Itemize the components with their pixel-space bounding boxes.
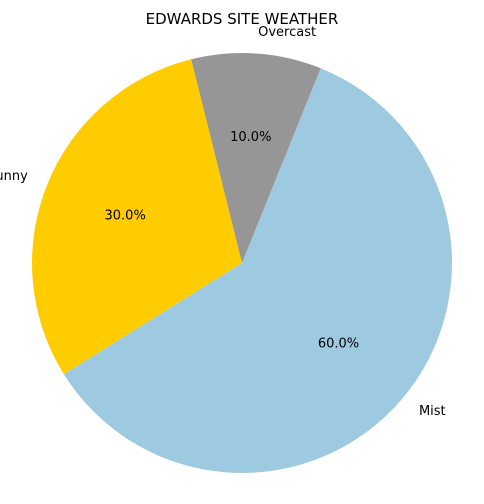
pie-label-mist: Mist <box>419 404 446 419</box>
chart-title: EDWARDS SITE WEATHER <box>146 10 339 28</box>
pie-label-overcast: Overcast <box>258 25 316 40</box>
pie-pct-label-sunny: 30.0% <box>105 208 146 223</box>
pie-slice-overcast <box>191 53 321 264</box>
pie-slice-sunny <box>32 59 242 375</box>
pie-label-sunny: Sunny <box>0 169 28 184</box>
pie-pct-label-overcast: 10.0% <box>230 130 271 145</box>
pie-slice-mist <box>63 68 453 473</box>
pie-slices <box>32 53 453 473</box>
pie-labels: 30.0% Sunny 60.0% Mist 10.0% Overcast <box>0 25 446 419</box>
pie-pct-label-mist: 60.0% <box>318 336 359 351</box>
